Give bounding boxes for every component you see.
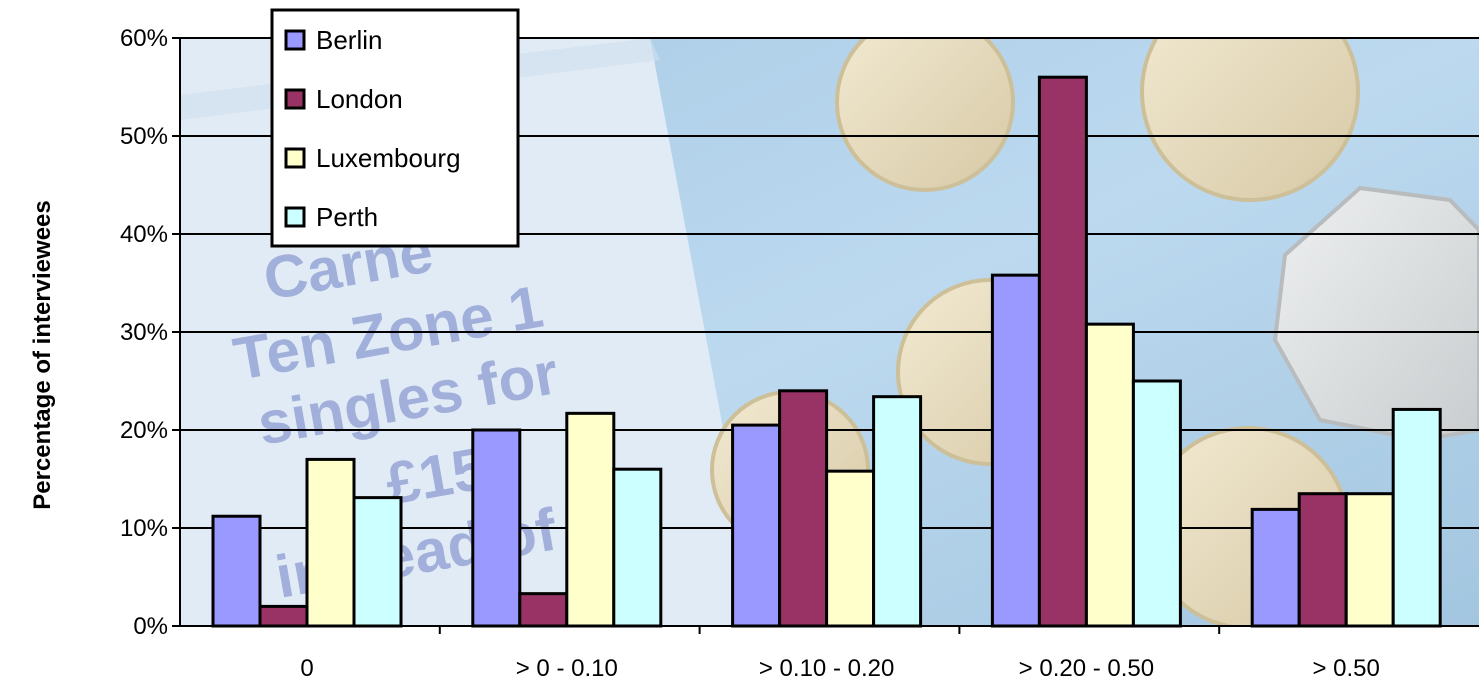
bar-london-2 [778, 389, 829, 628]
bar-perth-0 [352, 496, 403, 628]
legend-label-london: London [316, 84, 403, 114]
x-tick-label: > 0 - 0.10 [516, 655, 618, 682]
x-tick-label: 0 [300, 655, 313, 682]
y-tick-label: 0% [133, 613, 168, 640]
bar-luxembourg-2 [825, 469, 876, 628]
x-tick-label: > 0.20 - 0.50 [1019, 655, 1154, 682]
bar-london-0 [258, 604, 309, 628]
y-tick-label: 40% [120, 221, 168, 248]
legend-label-berlin: Berlin [316, 25, 382, 55]
bar-berlin-3 [990, 273, 1041, 628]
bar-london-4 [1297, 492, 1348, 628]
bar-perth-2 [872, 395, 923, 628]
bar-berlin-4 [1250, 507, 1301, 628]
bars [211, 75, 1442, 628]
y-axis-title: Percentage of interviewees [29, 200, 56, 509]
bar-perth-1 [612, 467, 663, 628]
legend: Berlin London Luxembourg Perth [270, 8, 520, 248]
y-tick-label: 10% [120, 515, 168, 542]
legend-label-luxembourg: Luxembourg [316, 143, 461, 173]
legend-label-perth: Perth [316, 202, 378, 232]
x-tick-label: > 0.10 - 0.20 [759, 655, 894, 682]
bar-london-1 [518, 592, 569, 628]
bar-perth-4 [1391, 407, 1442, 628]
bar-berlin-0 [211, 514, 262, 628]
bar-luxembourg-0 [305, 457, 356, 628]
legend-box [270, 8, 520, 248]
y-tick-label: 60% [120, 25, 168, 52]
bar-luxembourg-1 [565, 411, 616, 628]
bar-luxembourg-3 [1084, 322, 1135, 628]
axes [172, 37, 1479, 634]
bar-berlin-1 [471, 428, 522, 628]
legend-swatch-london [284, 88, 306, 110]
y-tick-label: 30% [120, 319, 168, 346]
x-tick-label: > 0.50 [1312, 655, 1379, 682]
legend-swatch-berlin [284, 29, 306, 51]
y-tick-label: 20% [120, 417, 168, 444]
legend-swatch-perth [284, 206, 306, 228]
x-tick-labels: 0 > 0 - 0.10 > 0.10 - 0.20 > 0.20 - 0.50 > 0… [300, 655, 1380, 682]
legend-swatch-luxembourg [284, 147, 306, 169]
bar-berlin-2 [731, 423, 782, 628]
bar-perth-3 [1131, 379, 1182, 628]
bar-london-3 [1037, 75, 1088, 628]
y-tick-labels: 0% 10% 20% 30% 40% 50% 60% [120, 25, 168, 640]
bar-luxembourg-4 [1344, 492, 1395, 628]
y-tick-label: 50% [120, 123, 168, 150]
